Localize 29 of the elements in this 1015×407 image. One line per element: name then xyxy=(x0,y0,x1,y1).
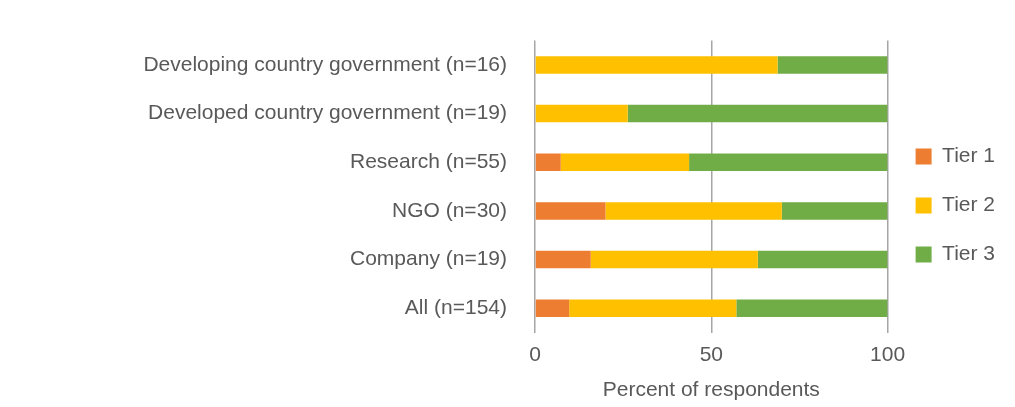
legend-label: Tier 2 xyxy=(942,192,996,216)
y-tick-label: All (n=154) xyxy=(404,295,507,319)
y-tick-label: Research (n=55) xyxy=(350,149,507,173)
bar xyxy=(535,202,606,220)
x-tick-label: 0 xyxy=(529,342,541,365)
legend-label: Tier 1 xyxy=(942,143,996,167)
bar xyxy=(590,250,758,269)
y-tick-label: Developing country government (n=16) xyxy=(143,51,507,75)
bar xyxy=(535,299,570,318)
x-tick-label: 50 xyxy=(699,342,723,365)
bar xyxy=(757,250,888,269)
bar xyxy=(736,299,888,318)
bar xyxy=(627,104,888,123)
legend-label: Tier 3 xyxy=(942,241,996,265)
bar xyxy=(535,104,628,123)
bar xyxy=(781,202,888,220)
bar xyxy=(605,202,782,220)
y-tick-label: Company (n=19) xyxy=(350,246,507,270)
bar xyxy=(560,153,690,172)
bar xyxy=(569,299,737,318)
x-tick-label: 100 xyxy=(870,342,906,365)
y-tick-label: Developed country government (n=19) xyxy=(148,100,507,124)
bar xyxy=(535,56,778,74)
bar xyxy=(535,153,561,172)
y-tick-label: NGO (n=30) xyxy=(392,197,507,221)
bar xyxy=(689,153,888,172)
x-axis-title: Percent of respondents xyxy=(602,377,820,401)
bar xyxy=(777,56,888,74)
bar xyxy=(535,250,591,269)
